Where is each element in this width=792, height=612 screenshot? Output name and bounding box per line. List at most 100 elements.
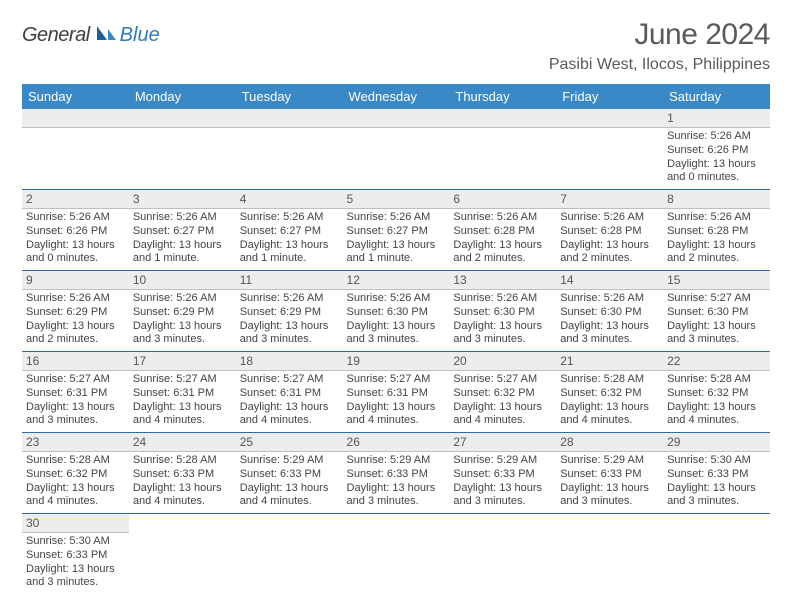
day-detail: Sunrise: 5:27 AMSunset: 6:32 PMDaylight:… [449, 371, 556, 432]
day-detail-line: and 4 minutes. [133, 495, 232, 509]
calendar-cell [449, 514, 556, 595]
day-detail-line: Daylight: 13 hours [453, 239, 552, 253]
day-detail: Sunrise: 5:27 AMSunset: 6:31 PMDaylight:… [343, 371, 450, 432]
day-detail-line: Daylight: 13 hours [347, 239, 446, 253]
day-detail: Sunrise: 5:26 AMSunset: 6:29 PMDaylight:… [129, 290, 236, 351]
day-detail-line: Sunset: 6:31 PM [240, 387, 339, 401]
day-detail-line: Sunrise: 5:26 AM [453, 292, 552, 306]
calendar-week: 30Sunrise: 5:30 AMSunset: 6:33 PMDayligh… [22, 514, 770, 595]
day-number: 16 [22, 352, 129, 371]
day-detail-line: Daylight: 13 hours [560, 239, 659, 253]
day-detail: Sunrise: 5:27 AMSunset: 6:31 PMDaylight:… [129, 371, 236, 432]
calendar-cell [663, 514, 770, 595]
day-detail-line: Daylight: 13 hours [453, 401, 552, 415]
day-detail: Sunrise: 5:26 AMSunset: 6:27 PMDaylight:… [343, 209, 450, 270]
day-number: 12 [343, 271, 450, 290]
day-detail-line: Sunset: 6:32 PM [667, 387, 766, 401]
day-detail-line: and 4 minutes. [347, 414, 446, 428]
day-detail-line: Daylight: 13 hours [347, 320, 446, 334]
day-detail-line: Sunset: 6:33 PM [240, 468, 339, 482]
day-detail-line: and 0 minutes. [26, 252, 125, 266]
day-number-empty [556, 109, 663, 128]
day-detail-line: Sunset: 6:29 PM [133, 306, 232, 320]
day-detail-line: Sunrise: 5:26 AM [133, 211, 232, 225]
day-detail: Sunrise: 5:28 AMSunset: 6:32 PMDaylight:… [22, 452, 129, 513]
day-detail-line: Sunset: 6:30 PM [453, 306, 552, 320]
day-detail: Sunrise: 5:30 AMSunset: 6:33 PMDaylight:… [22, 533, 129, 594]
calendar-cell: 17Sunrise: 5:27 AMSunset: 6:31 PMDayligh… [129, 352, 236, 433]
brand-logo: General Blue [22, 24, 160, 47]
calendar-cell [129, 109, 236, 190]
calendar-week: 16Sunrise: 5:27 AMSunset: 6:31 PMDayligh… [22, 352, 770, 433]
day-header: Monday [129, 84, 236, 109]
day-detail-line: and 2 minutes. [453, 252, 552, 266]
calendar-cell: 20Sunrise: 5:27 AMSunset: 6:32 PMDayligh… [449, 352, 556, 433]
day-detail-line: Daylight: 13 hours [26, 320, 125, 334]
day-header: Friday [556, 84, 663, 109]
day-detail-line: Sunrise: 5:29 AM [560, 454, 659, 468]
sail-icon [95, 24, 117, 47]
day-number: 19 [343, 352, 450, 371]
day-detail-line: Sunset: 6:33 PM [26, 549, 125, 563]
calendar-cell: 2Sunrise: 5:26 AMSunset: 6:26 PMDaylight… [22, 190, 129, 271]
day-detail-line: Daylight: 13 hours [26, 401, 125, 415]
day-detail-line: Daylight: 13 hours [26, 563, 125, 577]
day-detail-line: Sunset: 6:31 PM [347, 387, 446, 401]
day-number: 10 [129, 271, 236, 290]
day-detail-line: Sunrise: 5:27 AM [667, 292, 766, 306]
day-detail: Sunrise: 5:29 AMSunset: 6:33 PMDaylight:… [556, 452, 663, 513]
calendar-week: 1Sunrise: 5:26 AMSunset: 6:26 PMDaylight… [22, 109, 770, 190]
day-number: 15 [663, 271, 770, 290]
calendar-cell [343, 109, 450, 190]
calendar-cell [556, 109, 663, 190]
day-detail-line: Sunset: 6:31 PM [133, 387, 232, 401]
calendar-cell: 24Sunrise: 5:28 AMSunset: 6:33 PMDayligh… [129, 433, 236, 514]
calendar-cell: 4Sunrise: 5:26 AMSunset: 6:27 PMDaylight… [236, 190, 343, 271]
calendar-cell [236, 109, 343, 190]
day-number: 14 [556, 271, 663, 290]
day-detail-line: Daylight: 13 hours [240, 482, 339, 496]
day-detail-line: Sunset: 6:31 PM [26, 387, 125, 401]
day-detail-line: Sunrise: 5:26 AM [347, 211, 446, 225]
day-detail-line: Sunset: 6:27 PM [240, 225, 339, 239]
calendar-cell [449, 109, 556, 190]
day-detail-line: Sunrise: 5:27 AM [133, 373, 232, 387]
day-detail-line: and 4 minutes. [240, 414, 339, 428]
day-detail: Sunrise: 5:26 AMSunset: 6:30 PMDaylight:… [343, 290, 450, 351]
calendar-table: SundayMondayTuesdayWednesdayThursdayFrid… [22, 84, 770, 594]
day-detail: Sunrise: 5:26 AMSunset: 6:30 PMDaylight:… [556, 290, 663, 351]
day-header: Wednesday [343, 84, 450, 109]
day-detail-line: Sunset: 6:33 PM [347, 468, 446, 482]
day-number: 9 [22, 271, 129, 290]
day-detail: Sunrise: 5:26 AMSunset: 6:30 PMDaylight:… [449, 290, 556, 351]
day-detail: Sunrise: 5:29 AMSunset: 6:33 PMDaylight:… [449, 452, 556, 513]
day-detail: Sunrise: 5:26 AMSunset: 6:28 PMDaylight:… [556, 209, 663, 270]
day-detail-line: Daylight: 13 hours [26, 482, 125, 496]
day-detail-line: Sunrise: 5:26 AM [240, 292, 339, 306]
day-number: 23 [22, 433, 129, 452]
day-detail-line: Sunset: 6:27 PM [133, 225, 232, 239]
day-header-row: SundayMondayTuesdayWednesdayThursdayFrid… [22, 84, 770, 109]
day-detail-line: and 4 minutes. [667, 414, 766, 428]
calendar-cell: 12Sunrise: 5:26 AMSunset: 6:30 PMDayligh… [343, 271, 450, 352]
calendar-cell: 25Sunrise: 5:29 AMSunset: 6:33 PMDayligh… [236, 433, 343, 514]
day-detail: Sunrise: 5:26 AMSunset: 6:29 PMDaylight:… [22, 290, 129, 351]
day-detail-line: and 3 minutes. [133, 333, 232, 347]
calendar-cell [236, 514, 343, 595]
calendar-cell: 3Sunrise: 5:26 AMSunset: 6:27 PMDaylight… [129, 190, 236, 271]
day-detail-line: and 3 minutes. [667, 333, 766, 347]
day-number: 26 [343, 433, 450, 452]
day-detail: Sunrise: 5:27 AMSunset: 6:30 PMDaylight:… [663, 290, 770, 351]
day-detail: Sunrise: 5:26 AMSunset: 6:28 PMDaylight:… [449, 209, 556, 270]
day-number: 18 [236, 352, 343, 371]
day-detail-line: and 3 minutes. [560, 333, 659, 347]
day-detail-line: Sunrise: 5:26 AM [26, 211, 125, 225]
calendar-cell: 30Sunrise: 5:30 AMSunset: 6:33 PMDayligh… [22, 514, 129, 595]
day-detail-line: and 3 minutes. [347, 495, 446, 509]
day-detail-line: Sunset: 6:32 PM [26, 468, 125, 482]
day-number-empty [129, 109, 236, 128]
calendar-cell [343, 514, 450, 595]
day-detail-line: Sunset: 6:30 PM [560, 306, 659, 320]
day-detail-line: and 3 minutes. [453, 495, 552, 509]
day-detail-line: and 3 minutes. [667, 495, 766, 509]
